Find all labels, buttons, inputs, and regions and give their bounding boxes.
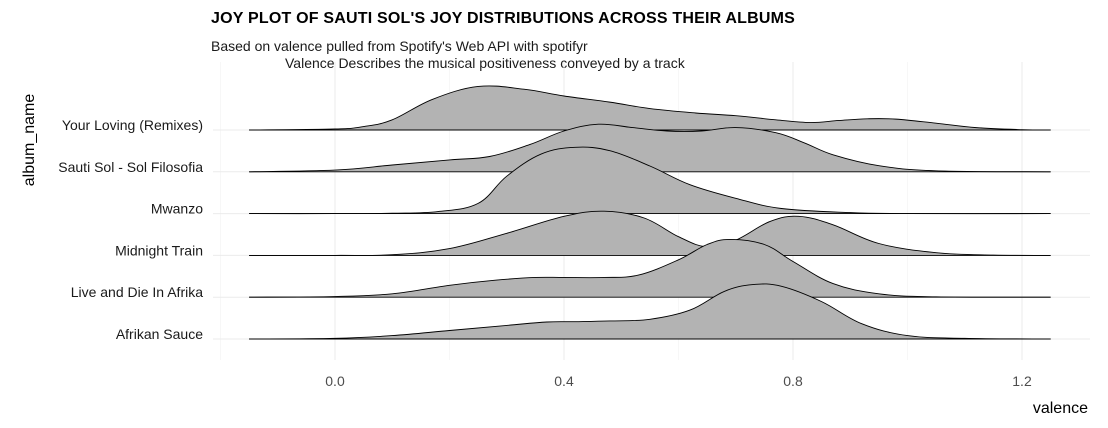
y-tick-label: Live and Die In Afrika [71,284,204,300]
ridge-outline-mwanzo [249,146,1051,215]
y-tick-label: Your Loving (Remixes) [62,117,203,133]
ridges [249,85,1051,340]
ridge-area-mwanzo [249,147,1051,214]
y-tick-label: Afrikan Sauce [116,326,203,342]
x-tick-label: 0.0 [325,373,345,389]
y-tick-labels: Afrikan Sauce Live and Die In Afrika Midni… [58,117,203,342]
chart-title: JOY PLOT OF SAUTI SOL'S JOY DISTRIBUTION… [211,10,796,27]
y-tick-label: Sauti Sol - Sol Filosofia [58,159,203,175]
ridge-outline-live-and-die-in-afrika [249,238,1051,298]
x-tick-label: 0.4 [554,373,574,389]
y-tick-label: Mwanzo [151,201,203,217]
ridge-outline-sauti-sol-sol-filosofia [249,123,1051,173]
x-axis-title: valence [1033,400,1088,417]
ridge-area-afrikan-sauce [249,283,1051,339]
ridge-outline-your-loving-remixes- [249,85,1051,131]
chart-subtitle-line2: Valence Describes the musical positivene… [285,55,685,71]
ridge-area-your-loving-remixes- [249,85,1051,130]
ridge-area-live-and-die-in-afrika [249,239,1051,298]
ridge-outline-afrikan-sauce [249,283,1051,340]
x-tick-labels: 0.0 0.4 0.8 1.2 [325,373,1032,389]
y-axis-title: album_name [21,94,38,187]
ridge-outline-midnight-train [249,210,1051,256]
x-tick-label: 1.2 [1012,373,1032,389]
chart-subtitle-line1: Based on valence pulled from Spotify's W… [211,38,588,54]
ridge-area-midnight-train [249,211,1051,256]
ridge-area-sauti-sol-sol-filosofia [249,124,1051,172]
x-tick-label: 0.8 [783,373,803,389]
y-tick-label: Midnight Train [115,242,203,258]
